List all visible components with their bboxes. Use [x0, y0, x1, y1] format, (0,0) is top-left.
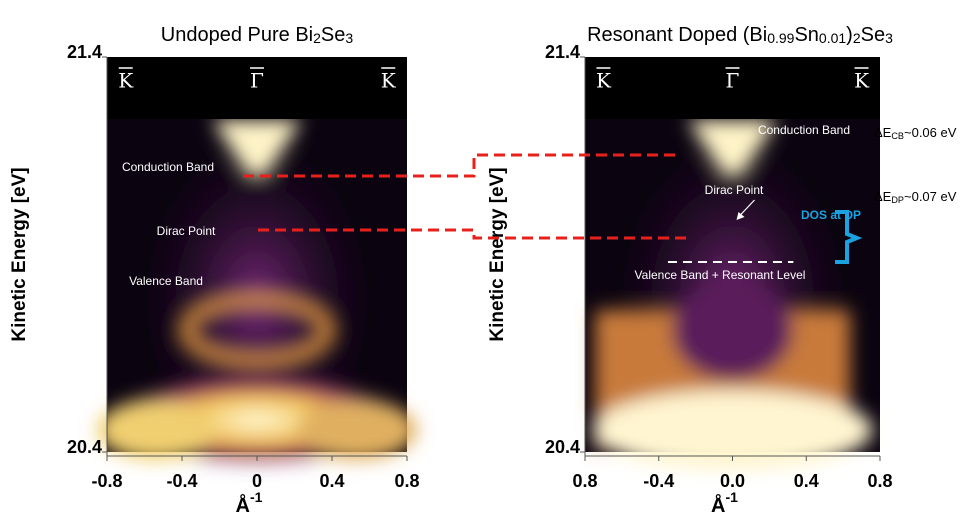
y-tick-label: 21.4 [67, 42, 102, 62]
x-axis-label: Å-1 [711, 489, 738, 517]
panel-title-part: Sn [794, 24, 818, 46]
symmetry-point: Γ [726, 69, 740, 93]
image-features [97, 120, 417, 470]
symmetry-point: K [854, 69, 870, 93]
delta-e-note: ΔECB~0.06 eV [874, 125, 957, 141]
valence-glow [672, 280, 793, 380]
y-tick-label: 20.4 [545, 437, 580, 457]
x-tick-label: -0.4 [166, 471, 197, 491]
band-annotation: Conduction Band [122, 160, 214, 174]
panel-title-part: 2 [853, 30, 861, 46]
x-axis-label-part: -1 [726, 489, 739, 505]
valence-glow [592, 390, 873, 470]
delta-e-note-part: CB [891, 131, 904, 141]
x-tick-label: -0.8 [91, 471, 122, 491]
band-annotation: Conduction Band [758, 123, 850, 137]
valence-glow [297, 400, 417, 460]
delta-e-note-part: ~0.06 eV [904, 125, 957, 140]
y-axis-label: Kinetic Energy [eV] [9, 167, 30, 341]
arpes-image [585, 57, 880, 470]
valence-band [180, 293, 334, 367]
symmetry-point: K [118, 69, 134, 93]
panel-title-part: Se [861, 24, 885, 46]
image-features [592, 120, 873, 470]
band-annotation: Valence Band [129, 274, 203, 288]
band-annotation: Dirac Point [705, 183, 764, 197]
band-annotation: Dirac Point [157, 224, 216, 238]
panel-title-part: 2 [313, 30, 321, 46]
delta-e-note: ΔEDP~0.07 eV [874, 189, 957, 205]
panel-title-part: ) [846, 24, 853, 46]
delta-e-note-part: DP [891, 195, 904, 205]
panel-title: Undoped Pure Bi2Se3 [161, 24, 354, 46]
conduction-cone [212, 120, 302, 175]
x-tick-label: 0.8 [394, 471, 419, 491]
x-tick-label: 0.4 [794, 471, 819, 491]
panel-title-part: Undoped Pure Bi [161, 24, 313, 46]
arpes-image [97, 57, 417, 470]
dirac-arrow [738, 199, 755, 218]
x-tick-label: 0.0 [720, 471, 745, 491]
x-tick-label: 0.8 [867, 471, 892, 491]
conduction-cone [687, 120, 778, 175]
symmetry-point: K [381, 69, 397, 93]
x-tick-label: 0.4 [319, 471, 344, 491]
symmetry-point: Γ [250, 69, 264, 93]
panel-title-part: 0.99 [767, 30, 794, 46]
x-tick-label: 0.8 [572, 471, 597, 491]
panel-title-part: 3 [885, 30, 893, 46]
x-tick-label: 0 [252, 471, 262, 491]
band-annotation: DOS at DP [801, 208, 861, 222]
connector-lines [243, 153, 692, 240]
y-tick-label: 20.4 [67, 437, 102, 457]
band-annotation: Valence Band + Resonant Level [635, 268, 806, 282]
symmetry-point: K [596, 69, 612, 93]
y-tick-label: 21.4 [545, 42, 580, 62]
panel-title-part: 3 [345, 30, 353, 46]
valence-glow [97, 400, 217, 460]
y-axis-label: Kinetic Energy [eV] [487, 167, 508, 341]
x-axis-label: Å-1 [236, 489, 263, 517]
dos-bracket [835, 210, 863, 264]
delta-e-note-part: ΔE [874, 189, 892, 204]
x-axis-label-part: Å [236, 493, 250, 517]
panel-title: Resonant Doped (Bi0.99Sn0.01)2Se3 [587, 24, 893, 46]
x-tick-label: -0.4 [643, 471, 674, 491]
panel-title-part: Resonant Doped (Bi [587, 24, 767, 46]
panel-title-part: Se [321, 24, 345, 46]
x-axis-label-part: -1 [250, 489, 263, 505]
x-axis-label-part: Å [711, 493, 725, 517]
delta-e-note-part: ΔE [874, 125, 892, 140]
delta-e-note-part: ~0.07 eV [904, 189, 957, 204]
dirac-arrowhead [736, 212, 745, 220]
panel-title-part: 0.01 [819, 30, 846, 46]
